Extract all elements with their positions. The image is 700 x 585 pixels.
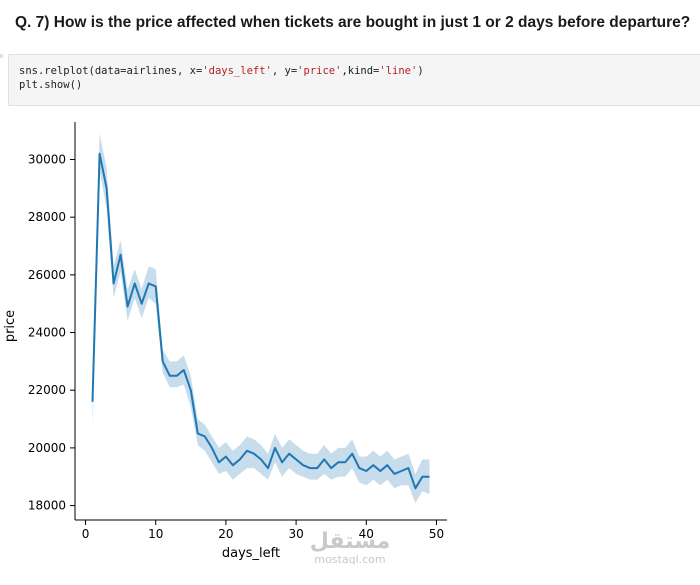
y-tick-label: 22000 — [28, 383, 66, 397]
data-point — [288, 453, 290, 455]
series-line-layer — [91, 152, 430, 490]
code-cell[interactable]: sns.relplot(data=airlines, x='days_left'… — [8, 54, 700, 106]
data-point — [162, 360, 164, 362]
data-point — [112, 282, 114, 284]
code-string-days-left: 'days_left' — [202, 65, 272, 77]
data-point — [225, 455, 227, 457]
data-point — [358, 467, 360, 469]
data-point — [126, 305, 128, 307]
y-tick-label: 28000 — [28, 210, 66, 224]
y-tick-label: 18000 — [28, 499, 66, 513]
y-tick-label: 20000 — [28, 441, 66, 455]
data-point — [365, 470, 367, 472]
data-point — [169, 375, 171, 377]
code-string-line: 'line' — [379, 65, 418, 77]
data-point — [134, 282, 136, 284]
data-point — [91, 401, 93, 403]
data-point — [379, 470, 381, 472]
code-line1-call: sns.relplot(data=airlines, x= — [19, 65, 203, 77]
watermark-url: mostaql.com — [314, 553, 386, 566]
data-point — [260, 458, 262, 460]
data-point — [183, 369, 185, 371]
data-point — [176, 375, 178, 377]
data-point — [351, 453, 353, 455]
code-text[interactable]: sns.relplot(data=airlines, x='days_left'… — [19, 64, 424, 92]
x-tick-label: 30 — [288, 527, 303, 541]
x-tick-label: 50 — [429, 527, 444, 541]
data-point — [253, 453, 255, 455]
data-point — [393, 473, 395, 475]
data-point — [141, 303, 143, 305]
data-point — [295, 458, 297, 460]
data-point — [190, 389, 192, 391]
data-point — [197, 432, 199, 434]
watermark-logo: مستقل — [309, 529, 391, 554]
code-line1-arg-y: , y= — [271, 65, 298, 77]
y-tick-label: 24000 — [28, 326, 66, 340]
code-line2: plt.show() — [19, 79, 83, 91]
data-point — [400, 470, 402, 472]
data-point — [211, 447, 213, 449]
question-heading: Q. 7) How is the price affected when tic… — [15, 14, 691, 31]
data-point — [421, 476, 423, 478]
code-string-price: 'price' — [297, 65, 342, 77]
data-point — [119, 254, 121, 256]
data-point — [386, 464, 388, 466]
data-point — [98, 153, 100, 155]
x-tick-label: 10 — [148, 527, 163, 541]
data-point — [281, 461, 283, 463]
y-tick-label: 30000 — [28, 152, 66, 166]
data-point — [232, 464, 234, 466]
confidence-band — [92, 133, 430, 503]
line-chart: 0 10 20 30 40 50 18000 20000 22000 24000 26000 2800… — [3, 122, 447, 561]
code-line1-arg-kind: ,kind= — [341, 65, 380, 77]
data-point — [323, 458, 325, 460]
data-point — [274, 447, 276, 449]
watermark: مستقل mostaql.com — [300, 530, 400, 566]
data-point — [302, 464, 304, 466]
x-tick-label: 40 — [359, 527, 374, 541]
data-point — [337, 461, 339, 463]
ticks-layer: 0 10 20 30 40 50 18000 20000 22000 24000 26000 2800… — [28, 152, 444, 541]
confidence-band-layer — [92, 133, 430, 503]
data-point — [105, 187, 107, 189]
data-point — [372, 464, 374, 466]
price-line — [91, 152, 430, 490]
x-axis-label: days_left — [222, 546, 280, 561]
axes-layer — [74, 122, 447, 521]
data-point — [330, 467, 332, 469]
data-point — [414, 487, 416, 489]
data-point — [344, 461, 346, 463]
x-tick-label: 20 — [218, 527, 233, 541]
data-point — [428, 476, 430, 478]
data-point — [239, 458, 241, 460]
data-point — [218, 461, 220, 463]
data-point — [316, 467, 318, 469]
data-point — [246, 450, 248, 452]
x-tick-label: 0 — [82, 527, 90, 541]
y-axis-label: price — [3, 310, 18, 342]
data-point — [407, 467, 409, 469]
data-point — [155, 285, 157, 287]
code-line1-close: ) — [417, 65, 424, 77]
data-point — [267, 467, 269, 469]
cell-gutter-mark — [0, 54, 3, 58]
data-point — [204, 435, 206, 437]
y-tick-label: 26000 — [28, 268, 66, 282]
data-point — [309, 467, 311, 469]
data-point — [148, 282, 150, 284]
